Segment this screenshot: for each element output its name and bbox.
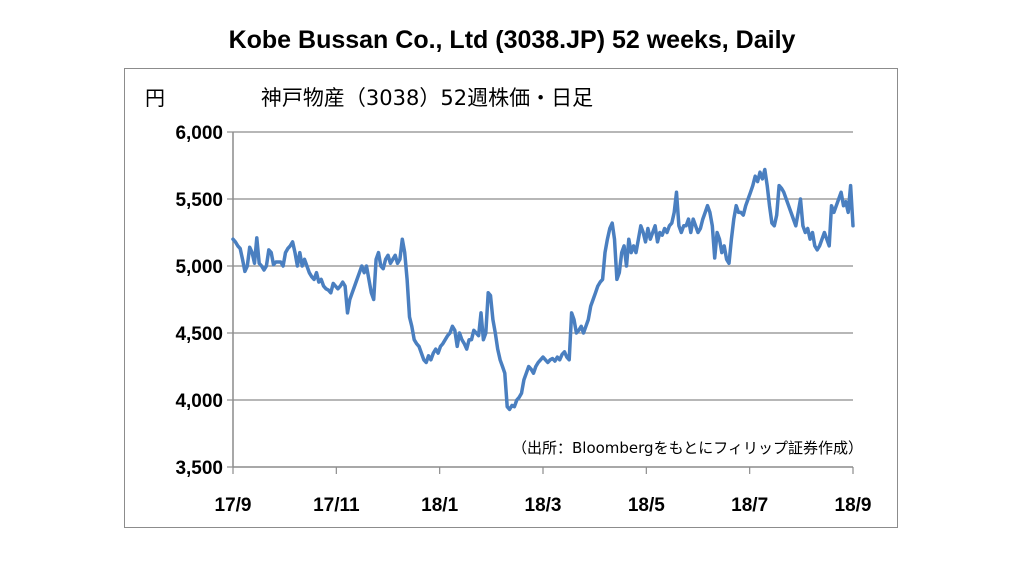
y-tick-label: 3,500 <box>175 458 223 479</box>
axes <box>227 131 854 474</box>
x-tick-labels: 17/9 17/11 18/1 18/3 18/5 18/7 18/9 <box>215 495 872 516</box>
y-tick-label: 5,000 <box>175 257 223 278</box>
x-tick-label: 17/9 <box>215 495 252 516</box>
price-line <box>231 167 855 412</box>
line-chart: 円 神戸物産（3038）52週株価・日足 3,500 4,000 4,500 5,00… <box>145 86 872 516</box>
x-tick-label: 18/1 <box>421 495 458 516</box>
y-tick-label: 4,000 <box>175 391 223 412</box>
x-tick-label: 18/9 <box>835 495 872 516</box>
x-tick-label: 18/3 <box>525 495 562 516</box>
chart-subtitle: 神戸物産（3038）52週株価・日足 <box>261 86 593 110</box>
y-tick-label: 6,000 <box>175 123 223 144</box>
y-tick-labels: 3,500 4,000 4,500 5,000 5,500 6,000 <box>175 123 223 479</box>
chart-title: Kobe Bussan Co., Ltd (3038.JP) 52 weeks,… <box>228 26 796 54</box>
y-axis-unit-label: 円 <box>145 86 165 110</box>
x-tick-label: 18/5 <box>628 495 665 516</box>
x-tick-label: 18/7 <box>731 495 768 516</box>
series-layer <box>231 167 855 412</box>
chart-frame: 円 神戸物産（3038）52週株価・日足 3,500 4,000 4,500 5,00… <box>124 68 898 528</box>
y-tick-label: 4,500 <box>175 324 223 345</box>
y-tick-label: 5,500 <box>175 190 223 211</box>
x-tick-label: 17/11 <box>313 495 360 516</box>
source-note: （出所：Bloombergをもとにフィリップ証券作成） <box>512 439 863 457</box>
